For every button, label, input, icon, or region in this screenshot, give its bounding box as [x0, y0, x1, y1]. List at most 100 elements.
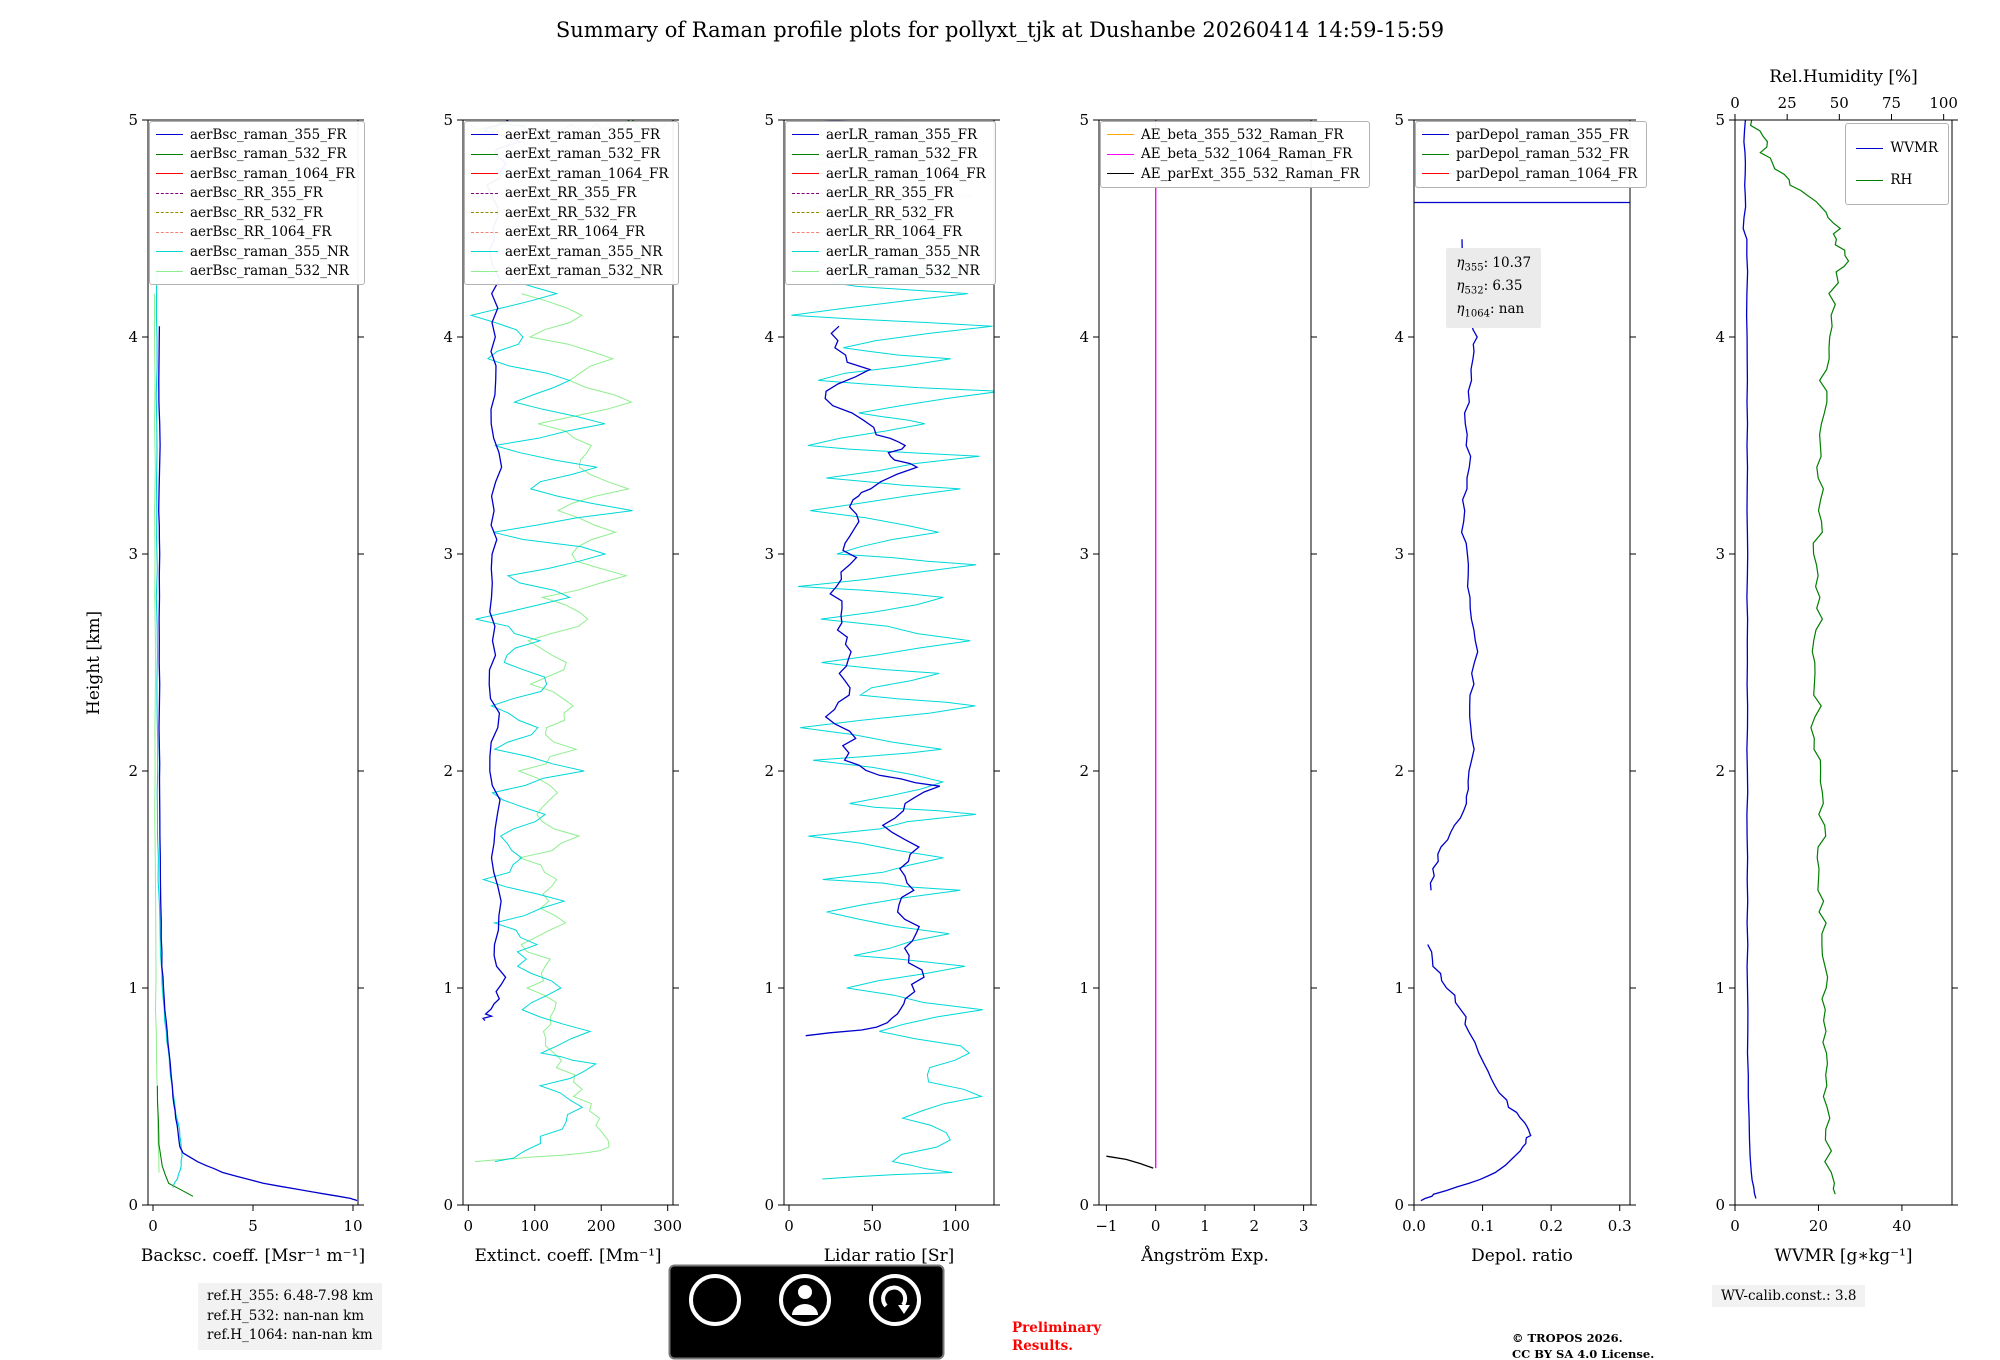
legend-entry: aerBsc_raman_355_NR — [156, 242, 355, 262]
legend-line-sample — [792, 134, 819, 136]
figure-title: Summary of Raman profile plots for polly… — [555, 18, 1445, 42]
legend-line-sample — [792, 251, 819, 253]
x-tick-label: 0 — [1151, 1217, 1161, 1235]
legend-entry: aerLR_raman_355_NR — [792, 242, 986, 262]
y-tick-label: 2 — [1715, 762, 1725, 780]
legend-label: aerBsc_raman_1064_FR — [190, 165, 356, 182]
x-tick-label: 2 — [1250, 1217, 1260, 1235]
x-axis-label: WVMR [g∗kg⁻¹] — [1774, 1246, 1912, 1266]
y-tick-label: 5 — [443, 111, 453, 129]
legend-entry: aerExt_raman_532_FR — [471, 145, 669, 165]
sa-arrow-head — [898, 1305, 910, 1314]
x-axis-label: Lidar ratio [Sr] — [824, 1246, 954, 1266]
x-tick-label: 0.2 — [1539, 1217, 1563, 1235]
legend-entry: aerLR_raman_532_NR — [792, 262, 986, 282]
sa-arrow-arc — [881, 1285, 908, 1308]
legend: AE_beta_355_532_Raman_FR AE_beta_532_1064… — [1100, 121, 1370, 188]
annotation-line: η532: 6.35 — [1456, 278, 1523, 297]
legend-entry: aerExt_RR_355_FR — [471, 184, 669, 204]
legend-line-sample — [1107, 153, 1134, 155]
top-tick-label: 25 — [1778, 94, 1797, 112]
legend-line-sample — [471, 270, 498, 272]
cc-sa-label: SA — [882, 1336, 910, 1357]
legend-line-sample — [156, 153, 183, 155]
y-tick-label: 1 — [1079, 979, 1089, 997]
legend-line-sample — [156, 134, 183, 136]
series-AE_parExt_355_532_Raman_FR — [1106, 1155, 1154, 1169]
y-tick-label: 3 — [1079, 545, 1089, 563]
axes-frame — [147, 119, 359, 1206]
by-person-head — [798, 1285, 812, 1299]
legend-entry: aerLR_RR_355_FR — [792, 184, 986, 204]
legend-line-sample — [471, 192, 498, 194]
legend-line-sample — [156, 192, 183, 194]
legend-line-sample — [156, 270, 183, 272]
legend-entry: AE_parExt_355_532_Raman_FR — [1107, 164, 1360, 184]
top-tick-label: 100 — [1929, 94, 1958, 112]
y-tick-label: 0 — [764, 1196, 774, 1214]
x-tick-label: 0 — [148, 1217, 158, 1235]
series-aerBsc_raman_355_NR — [155, 271, 183, 1188]
legend-label: aerLR_raman_355_NR — [826, 243, 980, 260]
legend-line-sample — [792, 270, 819, 272]
legend-line-sample — [156, 173, 183, 175]
legend-label: aerLR_raman_1064_FR — [826, 165, 986, 182]
legend-line-sample — [471, 231, 498, 233]
legend-entry: aerBsc_raman_1064_FR — [156, 164, 355, 184]
legend-label: aerBsc_RR_532_FR — [190, 204, 323, 221]
panel-1: 0 1 2 3 4 5 0 5 10 Backsc. coeff. [Msr⁻¹ m⁻¹] — [128, 111, 365, 1266]
y-tick-label: 3 — [764, 545, 774, 563]
by-person-icon — [779, 1274, 831, 1326]
reference-heights: ref.H_355: 6.48-7.98 km ref.H_532: nan-n… — [198, 1283, 383, 1350]
x-tick-label: 100 — [520, 1217, 549, 1235]
legend-entry: aerLR_raman_532_FR — [792, 145, 986, 165]
legend-entry: aerBsc_RR_1064_FR — [156, 223, 355, 243]
annotation-line: η355: 10.37 — [1456, 255, 1532, 274]
axes-frame — [1413, 119, 1631, 1206]
x-tick-label: 40 — [1892, 1217, 1911, 1235]
legend: WVMR RH — [1845, 123, 1949, 205]
legend-label: parDepol_raman_355_FR — [1456, 126, 1629, 143]
legend-label: aerLR_RR_532_FR — [826, 204, 954, 221]
legend-line-sample — [1107, 134, 1134, 136]
legend-label: aerBsc_RR_355_FR — [190, 185, 323, 202]
axes-frame — [1098, 119, 1312, 1206]
legend: aerExt_raman_355_FR aerExt_raman_532_FR ae… — [464, 121, 679, 285]
legend-label: aerExt_RR_532_FR — [505, 204, 637, 221]
copyright-note: © TROPOS 2026. CC BY SA 4.0 License. — [1512, 1330, 1654, 1360]
x-tick-label: 0 — [464, 1217, 474, 1235]
y-tick-label: 5 — [1394, 111, 1404, 129]
legend-label: aerBsc_raman_355_FR — [190, 126, 347, 143]
ref-h-532: ref.H_532: nan-nan km — [207, 1307, 365, 1324]
legend-entry: aerExt_RR_1064_FR — [471, 223, 669, 243]
legend-entry: WVMR — [1856, 132, 1938, 164]
legend-line-sample — [792, 153, 819, 155]
y-tick-label: 5 — [764, 111, 774, 129]
ref-h-1064: ref.H_1064: nan-nan km — [207, 1327, 373, 1344]
legend-entry: aerLR_RR_1064_FR — [792, 223, 986, 243]
legend-label: parDepol_raman_1064_FR — [1456, 165, 1638, 182]
x-tick-label: 10 — [343, 1217, 362, 1235]
y-tick-label: 3 — [443, 545, 453, 563]
x-axis-label: Depol. ratio — [1471, 1246, 1573, 1266]
y-tick-label: 3 — [128, 545, 138, 563]
y-tick-label: 0 — [1079, 1196, 1089, 1214]
legend-line-sample — [1107, 173, 1134, 175]
y-tick-label: 4 — [128, 328, 138, 346]
x-tick-label: 0 — [1730, 1217, 1740, 1235]
y-tick-label: 1 — [1394, 979, 1404, 997]
x-axis-label: Extinct. coeff. [Mm⁻¹] — [474, 1246, 661, 1266]
legend-line-sample — [792, 231, 819, 233]
legend-entry: parDepol_raman_355_FR — [1422, 125, 1637, 145]
legend-line-sample — [156, 212, 183, 214]
series-aerExt_raman_532_NR — [474, 293, 633, 1163]
legend-entry: parDepol_raman_532_FR — [1422, 145, 1637, 165]
legend-label: aerExt_RR_355_FR — [505, 185, 637, 202]
series-parDepol_raman_355_FR_upper — [1429, 239, 1479, 891]
by-person-body — [792, 1304, 818, 1315]
angstrom-annotation: η355: 10.37 η532: 6.35 η1064: nan — [1446, 248, 1542, 328]
panel-5: 0 1 2 3 4 5 0.0 0.1 0.2 0.3 Depol. ratio — [1394, 111, 1636, 1266]
top-tick-label: 0 — [1730, 94, 1740, 112]
legend-entry: aerBsc_RR_355_FR — [156, 184, 355, 204]
